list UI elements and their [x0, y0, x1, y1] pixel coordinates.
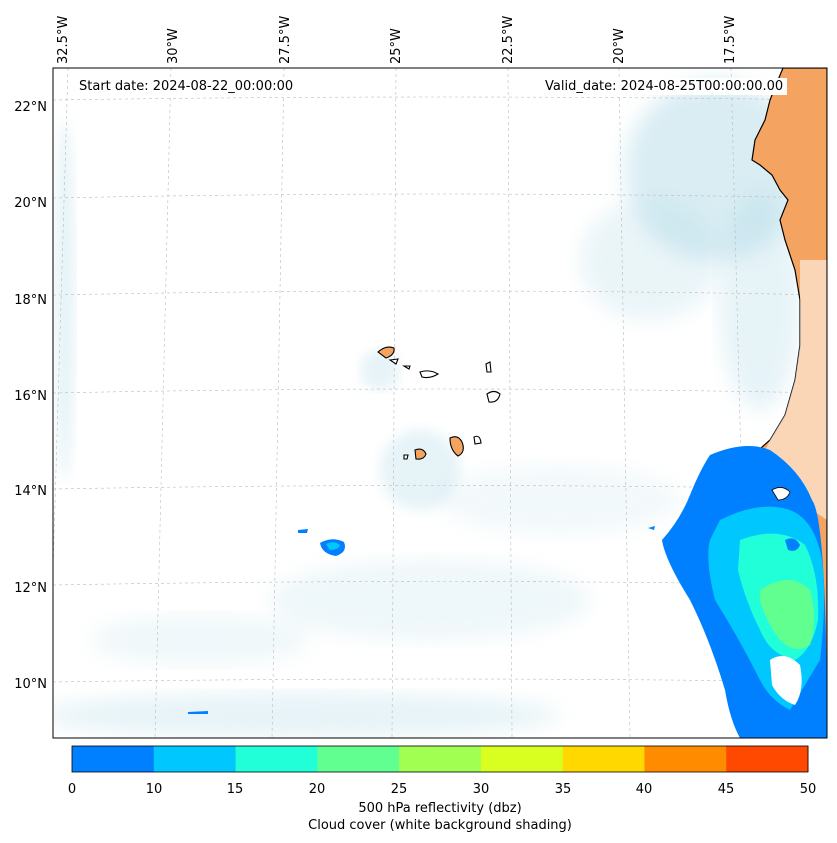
colorbar-segment — [235, 746, 318, 772]
colorbar-segment — [644, 746, 727, 772]
lat-label: 16°N — [14, 389, 47, 404]
lon-label: 20°W — [612, 28, 627, 64]
colorbar-segment — [317, 746, 400, 772]
colorbar-label: 500 hPa reflectivity (dbz) — [358, 801, 522, 816]
colorbar-tick-label: 50 — [799, 782, 817, 797]
colorbar-tick-label: 25 — [390, 782, 408, 797]
colorbar-segment — [399, 746, 482, 772]
colorbar-tick-label: 10 — [145, 782, 163, 797]
reflectivity-field — [188, 446, 827, 738]
colorbar-segment — [153, 746, 237, 772]
cloud-cover-shading — [53, 80, 805, 737]
lat-label: 22°N — [14, 100, 47, 115]
latitude-labels: 22°N 20°N 18°N 16°N 14°N 12°N 10°N — [14, 100, 47, 692]
map-border — [52, 67, 828, 739]
lon-label: 25°W — [389, 28, 404, 64]
lon-label: 32.5°W — [56, 16, 71, 64]
lat-label: 14°N — [14, 484, 47, 499]
lat-label: 20°N — [14, 196, 47, 211]
lat-label: 18°N — [14, 293, 47, 308]
colorbar-tick-label: 15 — [226, 782, 244, 797]
colorbar-segment — [726, 746, 809, 772]
colorbar-segment — [72, 746, 155, 772]
lon-label: 30°W — [166, 28, 181, 64]
colorbar-border — [71, 745, 809, 773]
valid-date-label: Valid_date: 2024-08-25T00:00:00.00 — [541, 78, 788, 95]
cape-verde-islands — [377, 346, 501, 460]
colorbar-tick-label: 45 — [717, 782, 735, 797]
colorbar-tick-label: 35 — [554, 782, 572, 797]
lon-label: 22.5°W — [501, 16, 516, 64]
lon-label: 17.5°W — [723, 16, 738, 64]
start-date-label: Start date: 2024-08-22_00:00:00 — [75, 78, 298, 95]
colorbar-sublabel: Cloud cover (white background shading) — [308, 818, 572, 833]
colorbar-tick-label: 40 — [635, 782, 653, 797]
longitude-labels: 32.5°W 30°W 27.5°W 25°W 22.5°W 20°W 17.5… — [56, 16, 738, 64]
lat-label: 12°N — [14, 581, 47, 596]
colorbar-tick-label: 0 — [67, 782, 77, 797]
colorbar-tick-label: 30 — [472, 782, 490, 797]
colorbar-segments — [72, 746, 809, 772]
lat-label: 10°N — [14, 677, 47, 692]
lon-label: 27.5°W — [278, 16, 293, 64]
colorbar — [71, 745, 809, 773]
colorbar-tick-label: 20 — [308, 782, 326, 797]
colorbar-segment — [562, 746, 645, 772]
colorbar-segment — [480, 746, 564, 772]
